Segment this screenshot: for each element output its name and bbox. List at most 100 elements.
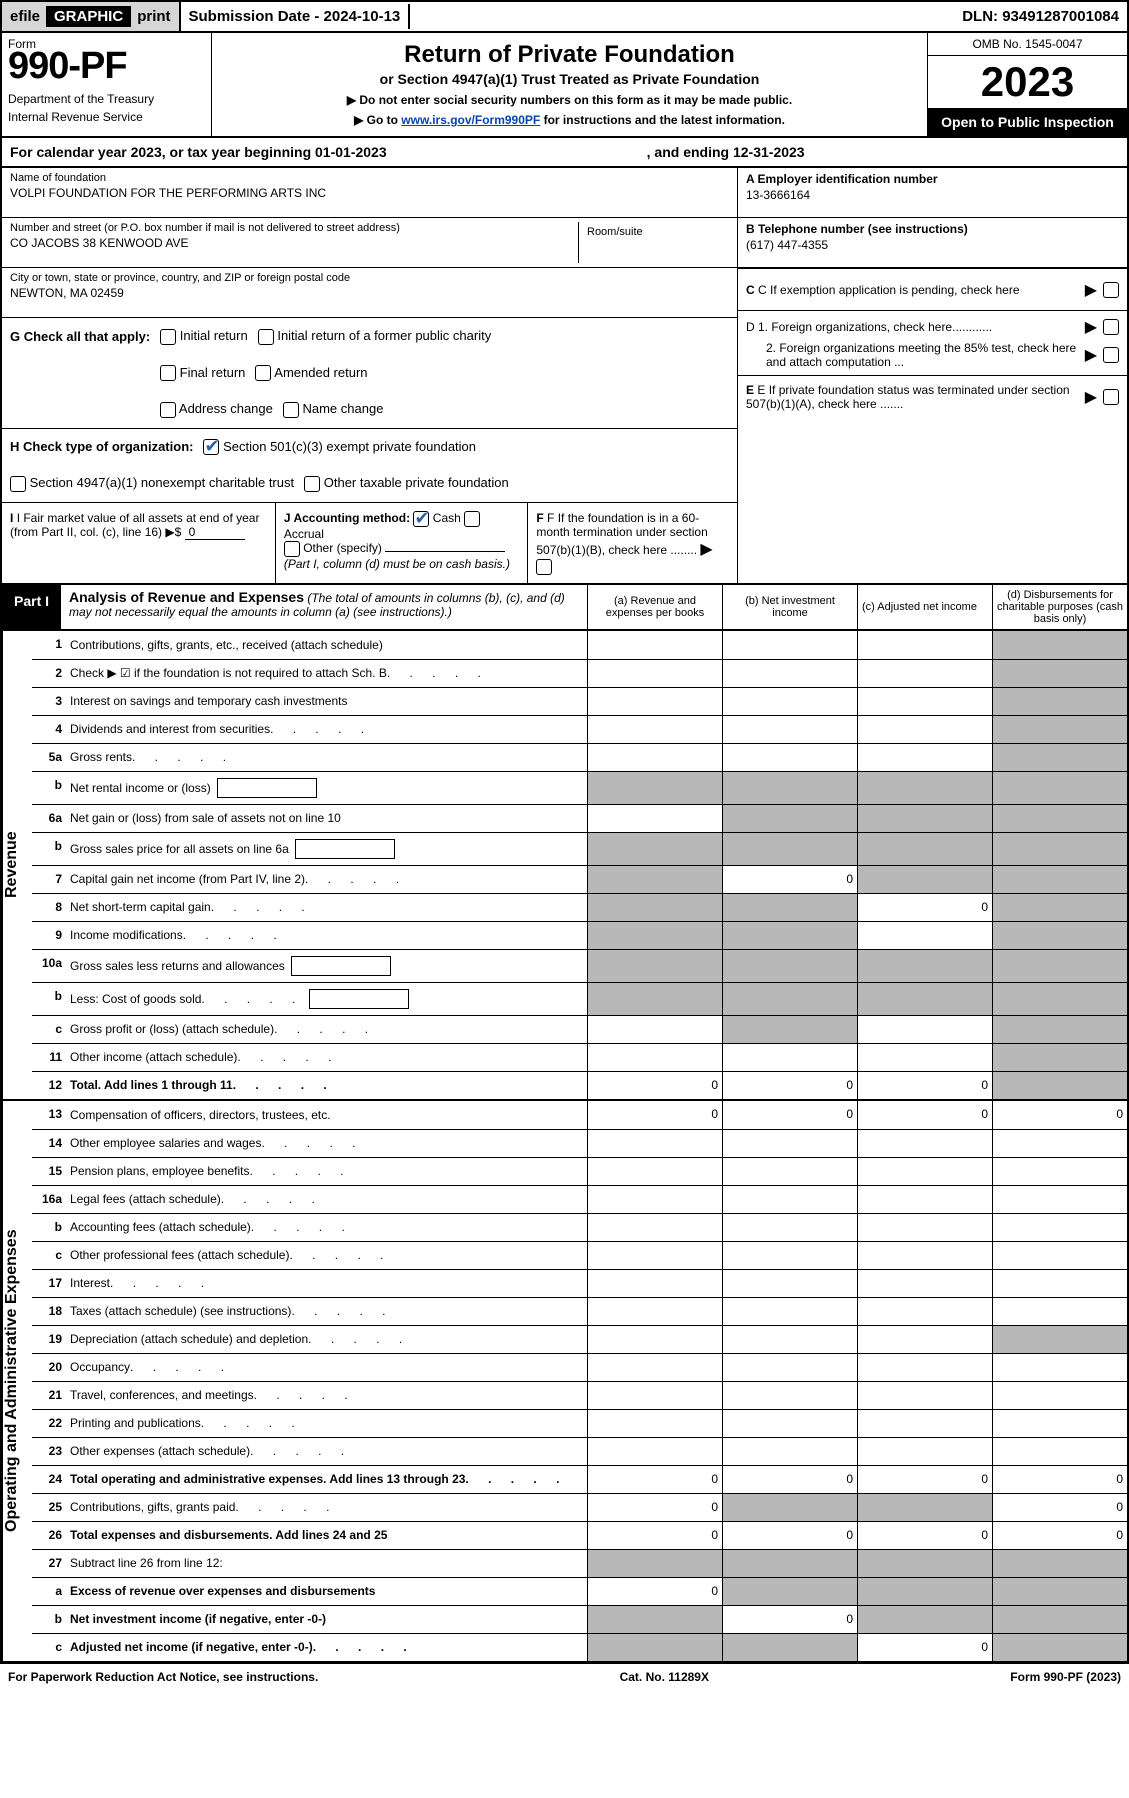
form-number: 990-PF xyxy=(8,45,205,88)
table-row: cGross profit or (loss) (attach schedule… xyxy=(32,1015,1127,1043)
table-row: bLess: Cost of goods sold . . . . . xyxy=(32,982,1127,1015)
table-row: 20Occupancy . . . . . xyxy=(32,1353,1127,1381)
dept-treasury: Department of the Treasury xyxy=(8,92,205,106)
col-c-head: (c) Adjusted net income xyxy=(857,585,992,629)
table-row: 23Other expenses (attach schedule) . . .… xyxy=(32,1437,1127,1465)
table-row: 13Compensation of officers, directors, t… xyxy=(32,1101,1127,1129)
foundation-name-row: Name of foundation VOLPI FOUNDATION FOR … xyxy=(2,168,737,218)
table-row: 1Contributions, gifts, grants, etc., rec… xyxy=(32,631,1127,659)
table-row: bNet rental income or (loss) xyxy=(32,771,1127,804)
table-row: 17Interest . . . . . xyxy=(32,1269,1127,1297)
col-d-head: (d) Disbursements for charitable purpose… xyxy=(992,585,1127,629)
form-title: Return of Private Foundation xyxy=(232,41,907,69)
name-change-checkbox[interactable] xyxy=(283,402,299,418)
table-row: 4Dividends and interest from securities … xyxy=(32,715,1127,743)
h-check-row: H Check type of organization: Section 50… xyxy=(2,428,737,502)
col-a-head: (a) Revenue and expenses per books xyxy=(587,585,722,629)
part1-header: Part I Analysis of Revenue and Expenses … xyxy=(0,585,1129,631)
j-accounting: J Accounting method: Cash Accrual Other … xyxy=(275,503,527,583)
table-row: 9Income modifications . . . . . xyxy=(32,921,1127,949)
d-foreign-row: D 1. Foreign organizations, check here..… xyxy=(738,310,1127,375)
top-bar: efile GRAPHIC print Submission Date - 20… xyxy=(0,0,1129,33)
table-row: 3Interest on savings and temporary cash … xyxy=(32,687,1127,715)
col-b-head: (b) Net investment income xyxy=(722,585,857,629)
f-checkbox[interactable] xyxy=(536,559,552,575)
4947-checkbox[interactable] xyxy=(10,476,26,492)
d1-checkbox[interactable] xyxy=(1103,319,1119,335)
initial-public-checkbox[interactable] xyxy=(258,329,274,345)
table-row: 7Capital gain net income (from Part IV, … xyxy=(32,865,1127,893)
table-row: 11Other income (attach schedule) . . . .… xyxy=(32,1043,1127,1071)
calendar-year-row: For calendar year 2023, or tax year begi… xyxy=(0,138,1129,168)
efile-label: efile xyxy=(10,8,40,25)
table-row: 27Subtract line 26 from line 12: xyxy=(32,1549,1127,1577)
table-row: aExcess of revenue over expenses and dis… xyxy=(32,1577,1127,1605)
table-row: 18Taxes (attach schedule) (see instructi… xyxy=(32,1297,1127,1325)
f-termination: F F If the foundation is in a 60-month t… xyxy=(527,503,737,583)
table-row: 10aGross sales less returns and allowanc… xyxy=(32,949,1127,982)
irs-link[interactable]: www.irs.gov/Form990PF xyxy=(401,113,540,127)
graphic-box: GRAPHIC xyxy=(46,6,131,27)
form-ref: Form 990-PF (2023) xyxy=(1010,1670,1121,1684)
address-change-checkbox[interactable] xyxy=(160,402,176,418)
c-exemption-row: C C If exemption application is pending,… xyxy=(738,268,1127,310)
part1-desc: Analysis of Revenue and Expenses (The to… xyxy=(61,585,587,629)
address-row: Number and street (or P.O. box number if… xyxy=(2,218,737,268)
year-begin: For calendar year 2023, or tax year begi… xyxy=(10,144,387,160)
dept-irs: Internal Revenue Service xyxy=(8,110,205,124)
info-grid: Name of foundation VOLPI FOUNDATION FOR … xyxy=(0,168,1129,585)
e-checkbox[interactable] xyxy=(1103,389,1119,405)
table-row: cAdjusted net income (if negative, enter… xyxy=(32,1633,1127,1661)
table-row: 25Contributions, gifts, grants paid . . … xyxy=(32,1493,1127,1521)
print-label[interactable]: print xyxy=(137,8,170,25)
omb-number: OMB No. 1545-0047 xyxy=(928,33,1127,56)
c-checkbox[interactable] xyxy=(1103,282,1119,298)
accrual-checkbox[interactable] xyxy=(464,511,480,527)
table-row: cOther professional fees (attach schedul… xyxy=(32,1241,1127,1269)
table-row: 26Total expenses and disbursements. Add … xyxy=(32,1521,1127,1549)
table-row: 8Net short-term capital gain . . . . .0 xyxy=(32,893,1127,921)
cat-number: Cat. No. 11289X xyxy=(620,1670,709,1684)
revenue-side-label: Revenue xyxy=(2,631,32,1099)
table-row: 6aNet gain or (loss) from sale of assets… xyxy=(32,804,1127,832)
table-row: bGross sales price for all assets on lin… xyxy=(32,832,1127,865)
cash-checkbox[interactable] xyxy=(413,511,429,527)
e-terminated-row: E E If private foundation status was ter… xyxy=(738,375,1127,417)
revenue-table: Revenue 1Contributions, gifts, grants, e… xyxy=(0,631,1129,1101)
table-row: 5aGross rents . . . . . xyxy=(32,743,1127,771)
header-left: Form 990-PF Department of the Treasury I… xyxy=(2,33,212,136)
header-mid: Return of Private Foundation or Section … xyxy=(212,33,927,136)
table-row: 14Other employee salaries and wages . . … xyxy=(32,1129,1127,1157)
instruction-2: ▶ Go to www.irs.gov/Form990PF for instru… xyxy=(232,113,907,127)
g-check-row: G Check all that apply: Initial return I… xyxy=(2,318,737,428)
table-row: 19Depreciation (attach schedule) and dep… xyxy=(32,1325,1127,1353)
table-row: 12Total. Add lines 1 through 11 . . . . … xyxy=(32,1071,1127,1099)
final-return-checkbox[interactable] xyxy=(160,365,176,381)
telephone-row: B Telephone number (see instructions) (6… xyxy=(738,218,1127,268)
ein-row: A Employer identification number 13-3666… xyxy=(738,168,1127,218)
table-row: bAccounting fees (attach schedule) . . .… xyxy=(32,1213,1127,1241)
amended-checkbox[interactable] xyxy=(255,365,271,381)
hij-row: I I Fair market value of all assets at e… xyxy=(2,502,737,583)
submission-date: Submission Date - 2024-10-13 xyxy=(181,4,411,29)
d2-checkbox[interactable] xyxy=(1103,347,1119,363)
dln: DLN: 93491287001084 xyxy=(954,4,1127,29)
initial-return-checkbox[interactable] xyxy=(160,329,176,345)
expenses-table: Operating and Administrative Expenses 13… xyxy=(0,1101,1129,1663)
form-subtitle: or Section 4947(a)(1) Trust Treated as P… xyxy=(232,71,907,87)
table-row: 16aLegal fees (attach schedule) . . . . … xyxy=(32,1185,1127,1213)
instruction-1: ▶ Do not enter social security numbers o… xyxy=(232,93,907,107)
table-row: 22Printing and publications . . . . . xyxy=(32,1409,1127,1437)
info-right: A Employer identification number 13-3666… xyxy=(737,168,1127,583)
table-row: 24Total operating and administrative exp… xyxy=(32,1465,1127,1493)
other-taxable-checkbox[interactable] xyxy=(304,476,320,492)
paperwork-notice: For Paperwork Reduction Act Notice, see … xyxy=(8,1670,318,1684)
table-row: 21Travel, conferences, and meetings . . … xyxy=(32,1381,1127,1409)
city-row: City or town, state or province, country… xyxy=(2,268,737,318)
other-method-checkbox[interactable] xyxy=(284,541,300,557)
table-row: 2Check ▶ ☑ if the foundation is not requ… xyxy=(32,659,1127,687)
501c3-checkbox[interactable] xyxy=(203,439,219,455)
table-row: 15Pension plans, employee benefits . . .… xyxy=(32,1157,1127,1185)
expenses-side-label: Operating and Administrative Expenses xyxy=(2,1101,32,1661)
table-row: bNet investment income (if negative, ent… xyxy=(32,1605,1127,1633)
